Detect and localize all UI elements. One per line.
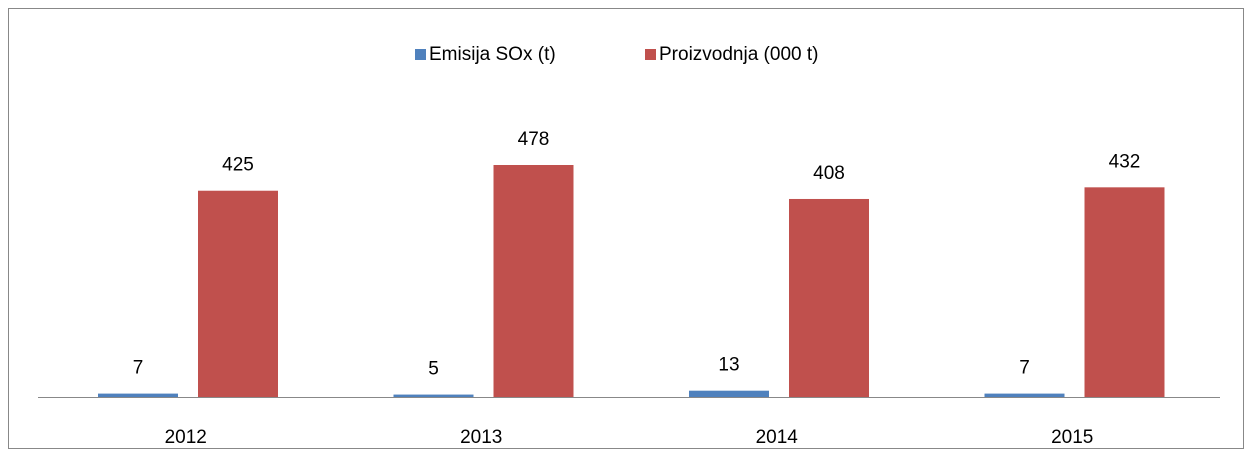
bar xyxy=(98,393,178,397)
data-label: 7 xyxy=(133,358,144,379)
x-tick-label: 2014 xyxy=(756,427,799,448)
legend-label: Proizvodnja (000 t) xyxy=(659,44,818,65)
legend-swatch xyxy=(645,49,656,60)
x-tick-label: 2013 xyxy=(460,427,502,448)
data-label: 425 xyxy=(222,155,254,176)
data-label: 408 xyxy=(813,163,845,184)
bar xyxy=(393,394,474,397)
legend-label: Emisija SOx (t) xyxy=(429,44,556,65)
data-label: 13 xyxy=(718,355,739,376)
bar xyxy=(984,393,1065,397)
bar xyxy=(493,165,574,397)
x-tick-label: 2015 xyxy=(1051,427,1093,448)
data-label: 432 xyxy=(1109,151,1141,172)
legend-swatch xyxy=(415,49,426,60)
bar xyxy=(1084,187,1165,397)
data-label: 5 xyxy=(428,359,439,380)
bar xyxy=(198,190,278,397)
data-label: 478 xyxy=(518,129,550,150)
bar xyxy=(689,390,769,397)
data-label: 7 xyxy=(1019,358,1030,379)
bar xyxy=(789,198,869,397)
chart-frame xyxy=(8,8,1244,449)
x-tick-label: 2012 xyxy=(165,427,207,448)
